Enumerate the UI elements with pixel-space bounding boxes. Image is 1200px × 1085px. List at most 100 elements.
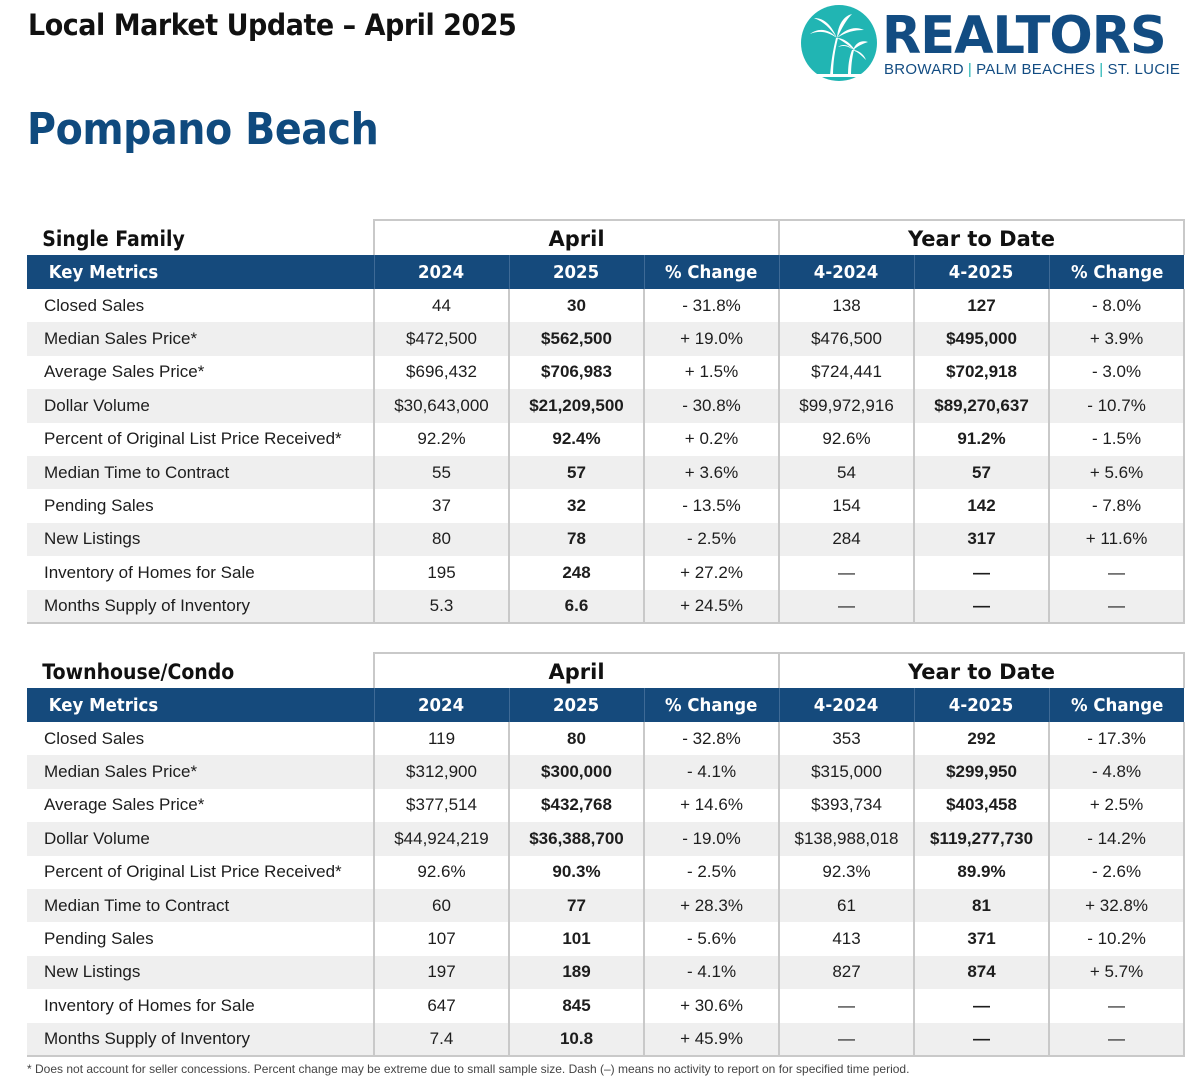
ytd-change-value: — (1048, 556, 1186, 590)
column-header-ytd-change: % Change (1048, 255, 1185, 289)
ytd-change-value: - 3.0% (1048, 355, 1186, 390)
metric-label: New Listings (27, 955, 374, 990)
footnote: * Does not account for seller concession… (27, 1062, 910, 1076)
april-change-value: + 3.6% (642, 455, 780, 490)
april-2025-value: $21,209,500 (508, 389, 644, 423)
april-change-value: + 28.3% (642, 888, 780, 923)
ytd-change-value: - 8.0% (1048, 289, 1186, 323)
townhouse-condo-table: Townhouse/Condo April Year to Date Key M… (27, 652, 1186, 1057)
ytd-change-value: - 14.2% (1048, 822, 1186, 856)
ytd-2024-value: 92.3% (778, 855, 915, 889)
april-change-value: + 45.9% (642, 1022, 780, 1057)
column-header-april-2025: 2025 (508, 688, 644, 722)
ytd-2024-value: $315,000 (778, 755, 915, 789)
column-header-april-2024: 2024 (373, 688, 509, 722)
realtors-logo: REALTORS BROWARD | PALM BEACHES | ST. LUCIE (800, 4, 1190, 84)
april-2025-value: 78 (508, 522, 644, 557)
ytd-2024-value: — (778, 556, 915, 590)
april-2025-value: 10.8 (508, 1022, 644, 1057)
april-2025-value: $562,500 (508, 322, 644, 356)
april-2024-value: 80 (373, 522, 509, 557)
table-row: Inventory of Homes for Sale 647 845 + 30.6%… (27, 989, 1186, 1023)
ytd-change-value: - 10.7% (1048, 389, 1186, 423)
april-change-value: - 32.8% (642, 722, 780, 756)
table-row: Percent of Original List Price Received*… (27, 422, 1186, 456)
column-header-key-metrics: Key Metrics (27, 688, 374, 722)
ytd-2024-value: $476,500 (778, 322, 915, 356)
april-2024-value: $44,924,219 (373, 822, 509, 856)
april-2024-value: 647 (373, 989, 509, 1023)
ytd-change-value: - 1.5% (1048, 422, 1186, 456)
metric-label: Pending Sales (44, 929, 154, 949)
section-label: Townhouse/Condo (42, 660, 235, 684)
ytd-2024-value: 413 (778, 922, 915, 956)
group-header-ytd: Year to Date (778, 652, 1186, 688)
april-2025-value: $300,000 (508, 755, 644, 789)
april-2024-value: 37 (373, 489, 509, 523)
metric-label: Months Supply of Inventory (27, 1022, 374, 1057)
table-row: Pending Sales 37 32- 13.5% 154 142- 7.8% (27, 489, 1186, 523)
metric-label: Median Sales Price* (27, 322, 374, 356)
metric-label: Median Sales Price* (27, 755, 374, 789)
ytd-change-value: + 2.5% (1048, 788, 1186, 823)
ytd-2025-value: — (913, 1022, 1050, 1057)
table-row: Average Sales Price* $377,514 $432,768 + 14… (27, 788, 1186, 823)
logo-regions: BROWARD | PALM BEACHES | ST. LUCIE (884, 61, 1181, 78)
april-2025-value: 845 (508, 989, 644, 1023)
logo-wordmark: REALTORS (882, 6, 1167, 66)
ytd-2025-value: $299,950 (913, 755, 1050, 789)
metric-label: Median Time to Contract (27, 888, 374, 923)
april-2024-value: $30,643,000 (373, 389, 509, 423)
april-change-value: + 30.6% (642, 989, 780, 1023)
table-row: Closed Sales 44 30- 31.8% 138 127- 8.0% (27, 289, 1186, 323)
metric-label: Dollar Volume (27, 822, 374, 856)
ytd-change-value: + 3.9% (1048, 322, 1186, 356)
table-row: Dollar Volume $44,924,219 $36,388,700- 19.… (27, 822, 1186, 856)
april-2025-value: 32 (508, 489, 644, 523)
table-row: Median Sales Price* $312,900 $300,000- 4.1… (27, 755, 1186, 789)
group-header-ytd: Year to Date (778, 219, 1186, 255)
logo-region-palm-beaches: PALM BEACHES (976, 61, 1096, 78)
ytd-2025-value: 142 (913, 489, 1050, 523)
report-title: Local Market Update – April 2025 (28, 8, 517, 42)
group-header-april: April (372, 652, 780, 688)
april-change-value: - 2.5% (642, 855, 780, 889)
april-change-value: + 14.6% (642, 788, 780, 823)
april-2025-value: 92.4% (508, 422, 644, 456)
metric-label: Closed Sales (44, 295, 145, 315)
ytd-2025-value: $702,918 (913, 355, 1050, 390)
april-change-value: - 5.6% (642, 922, 780, 956)
april-2024-value: 107 (373, 922, 509, 956)
ytd-2025-value: — (913, 556, 1050, 590)
april-2024-value: 92.6% (373, 855, 509, 889)
ytd-2025-value: 57 (913, 455, 1050, 490)
logo-region-broward: BROWARD (884, 61, 964, 78)
metric-label: Pending Sales (44, 496, 154, 516)
april-change-value: + 24.5% (642, 589, 780, 624)
metric-label: Average Sales Price* (44, 362, 205, 382)
table-row: Median Time to Contract 55 57 + 3.6% 54 57 + 5… (27, 455, 1186, 490)
april-2025-value: 80 (508, 722, 644, 756)
ytd-change-value: + 32.8% (1048, 888, 1186, 923)
ytd-2025-value: $119,277,730 (913, 822, 1050, 856)
april-change-value: - 13.5% (642, 489, 780, 523)
ytd-2024-value: 353 (778, 722, 915, 756)
table-row: Months Supply of Inventory 7.4 10.8 + 45.9%… (27, 1022, 1186, 1057)
table-row: Closed Sales 119 80- 32.8% 353 292- 17.3% (27, 722, 1186, 756)
column-header-april-change: % Change (643, 255, 780, 289)
ytd-change-value: - 17.3% (1048, 722, 1186, 756)
ytd-2024-value: $138,988,018 (778, 822, 915, 856)
april-2024-value: 7.4 (373, 1022, 509, 1057)
ytd-2024-value: — (778, 1022, 915, 1057)
ytd-2025-value: 292 (913, 722, 1050, 756)
april-2024-value: 5.3 (373, 589, 509, 624)
table-row: Pending Sales 107 101- 5.6% 413 371- 10.2% (27, 922, 1186, 956)
ytd-2025-value: $403,458 (913, 788, 1050, 823)
ytd-2025-value: $89,270,637 (913, 389, 1050, 423)
april-2025-value: 189 (508, 955, 644, 990)
palm-tree-logo-icon (801, 5, 877, 81)
ytd-2025-value: 91.2% (913, 422, 1050, 456)
april-2025-value: 57 (508, 455, 644, 490)
ytd-change-value: — (1048, 1022, 1186, 1057)
metric-label: Average Sales Price* (44, 795, 205, 815)
